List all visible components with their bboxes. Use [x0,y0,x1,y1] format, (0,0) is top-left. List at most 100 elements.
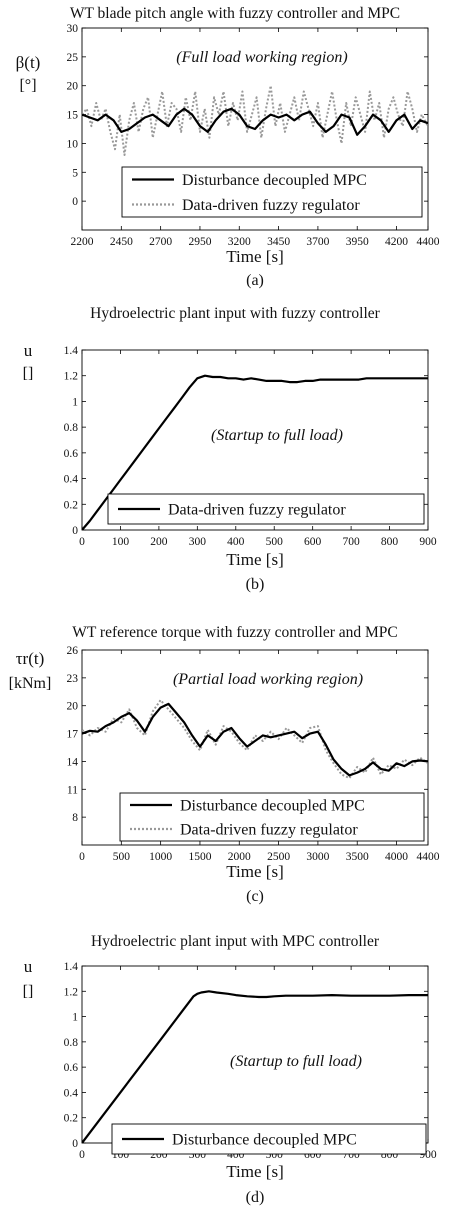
y-tick-label: 30 [67,23,79,35]
region-annotation: (Full load working region) [176,49,347,66]
x-tick-label: 200 [150,536,168,548]
x-tick-label: 2500 [267,851,290,863]
region-annotation: (Startup to full load) [230,1053,362,1070]
y-tick-label: 15 [67,110,79,122]
chart-panel-d: Hydroelectric plant input with MPC contr… [23,933,437,1206]
y-axis-label: β(t) [16,53,41,72]
y-tick-label: 23 [67,673,79,685]
series-line-fuzzy [82,84,428,156]
y-tick-label: 20 [67,701,79,713]
y-tick-label: 26 [67,645,79,657]
x-tick-label: 3200 [228,236,251,248]
x-tick-label: 300 [189,536,207,548]
x-tick-label: 2950 [188,236,211,248]
y-tick-label: 0.6 [64,1062,79,1074]
plot-area-frame [81,27,429,231]
x-tick-label: 1000 [149,851,172,863]
x-tick-label: 500 [266,536,284,548]
x-tick-label: 4400 [417,851,440,863]
panel-caption: (b) [246,576,265,593]
x-tick-label: 3700 [306,236,329,248]
y-tick-label: 20 [67,81,79,93]
legend-label: Disturbance decoupled MPC [172,1132,357,1149]
chart-panel-a: WT blade pitch angle with fuzzy controll… [16,5,440,289]
legend-label: Disturbance decoupled MPC [180,798,365,815]
chart-panel-c: WT reference torque with fuzzy controlle… [9,624,440,905]
y-tick-label: 5 [72,167,78,179]
y-tick-label: 1.4 [64,345,79,357]
series-line-primary [82,107,428,136]
y-tick-label: 10 [67,138,79,150]
x-axis-label: Time [s] [226,550,283,569]
x-axis-label: Time [s] [226,862,283,881]
x-tick-label: 100 [112,536,130,548]
x-tick-label: 700 [342,536,360,548]
x-tick-label: 3000 [306,851,329,863]
y-tick-label: 25 [67,52,79,64]
legend-label: Data-driven fuzzy regulator [180,822,358,839]
y-tick-label: 14 [67,756,79,768]
x-tick-label: 3950 [346,236,369,248]
legend-box [107,493,425,525]
legend-label: Data-driven fuzzy regulator [168,502,346,519]
legend: Disturbance decoupled MPC Data-driven fuz… [119,792,425,842]
chart-title: Hydroelectric plant input with fuzzy con… [90,305,381,322]
x-axis-label: Time [s] [226,1162,283,1181]
series-line-primary [82,990,428,1143]
x-tick-label: 4200 [385,236,408,248]
x-tick-label: 500 [113,851,131,863]
legend-box [121,166,423,218]
y-tick-label: 11 [67,784,78,796]
y-tick-label: 0 [72,1138,78,1150]
x-tick-label: 4400 [417,236,440,248]
y-tick-label: 1 [72,396,78,408]
x-tick-label: 2200 [71,236,94,248]
y-tick-label: 0.2 [64,1113,79,1125]
legend-label: Data-driven fuzzy regulator [182,197,360,214]
y-tick-label: 1.4 [64,961,79,973]
chart-title: Hydroelectric plant input with MPC contr… [91,933,380,950]
panel-caption: (c) [246,888,264,905]
legend: Data-driven fuzzy regulator [107,493,425,525]
series-line-primary [82,702,428,777]
region-annotation: (Startup to full load) [211,427,343,444]
y-tick-label: 0.4 [64,474,79,486]
y-axis-label: u [24,341,33,360]
y-axis-unit: [kNm] [9,675,52,692]
x-axis-label: Time [s] [226,247,283,266]
x-tick-label: 3450 [267,236,290,248]
x-tick-label: 0 [79,851,85,863]
series-line-primary [82,374,428,530]
x-tick-label: 1500 [188,851,211,863]
legend-box [119,792,425,842]
legend: Disturbance decoupled MPC [111,1123,427,1155]
y-axis-label: τr(t) [16,649,45,668]
y-tick-label: 0 [72,525,78,537]
plot-area-frame [81,349,429,531]
x-tick-label: 2450 [110,236,133,248]
panel-caption: (a) [246,272,264,289]
y-axis-unit: [] [23,365,34,382]
x-tick-label: 0 [79,1149,85,1161]
plot-area-frame [81,649,429,846]
y-axis-label: u [24,957,33,976]
legend-box [111,1123,427,1155]
y-tick-label: 0.6 [64,448,79,460]
x-tick-label: 4000 [385,851,408,863]
y-tick-label: 0 [72,196,78,208]
chart-title: WT reference torque with fuzzy controlle… [72,624,398,641]
y-axis-unit: [] [23,983,34,1000]
chart-title: WT blade pitch angle with fuzzy controll… [70,5,400,22]
legend-label: Disturbance decoupled MPC [182,172,367,189]
y-tick-label: 0.8 [64,1037,79,1049]
y-tick-label: 0.2 [64,499,79,511]
panel-caption: (d) [246,1189,265,1206]
x-tick-label: 900 [419,536,437,548]
y-tick-label: 0.4 [64,1087,79,1099]
y-tick-label: 1.2 [64,371,79,383]
x-tick-label: 2700 [149,236,172,248]
x-tick-label: 400 [227,536,245,548]
region-annotation: (Partial load working region) [173,671,363,688]
y-tick-label: 8 [72,812,78,824]
